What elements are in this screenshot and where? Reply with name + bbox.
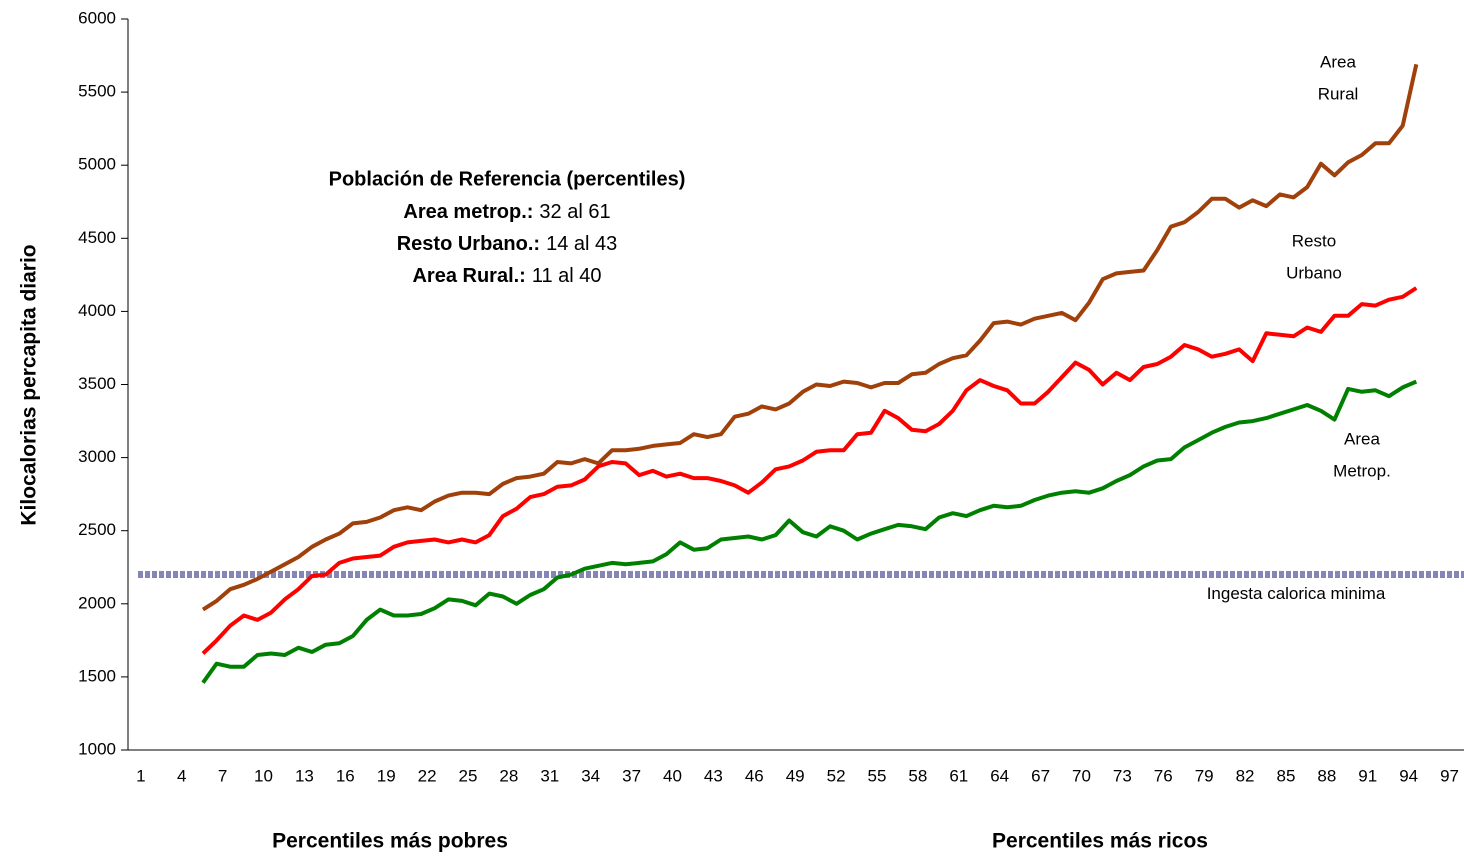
- info-line: Area metrop.: 32 al 61: [403, 201, 610, 223]
- x-tick-label: 67: [1031, 766, 1050, 785]
- info-text: 11 al 40: [532, 265, 602, 287]
- x-tick-label: 10: [254, 766, 273, 785]
- info-label: Resto Urbano.:: [397, 233, 540, 255]
- x-tick-label: 1: [136, 766, 145, 785]
- series-label: Area: [1344, 429, 1380, 448]
- y-tick-label: 1500: [78, 666, 116, 685]
- y-tick-label: 6000: [78, 8, 116, 27]
- series-label: Rural: [1318, 84, 1359, 103]
- x-tick-label: 64: [990, 766, 1009, 785]
- x-tick-label: 97: [1440, 766, 1459, 785]
- series-label: Resto: [1292, 231, 1336, 250]
- x-tick-label: 49: [786, 766, 805, 785]
- x-tick-label: 70: [1072, 766, 1091, 785]
- y-tick-label: 3000: [78, 447, 116, 466]
- y-axis-title: Kilocalorias percapita diario: [18, 244, 41, 525]
- y-tick-label: 4000: [78, 301, 116, 320]
- y-tick-label: 2500: [78, 520, 116, 539]
- info-label: Area metrop.:: [403, 201, 533, 223]
- x-tick-label: 82: [1236, 766, 1255, 785]
- x-tick-label: 40: [663, 766, 682, 785]
- x-tick-label: 91: [1358, 766, 1377, 785]
- x-tick-label: 13: [295, 766, 314, 785]
- x-tick-label: 76: [1154, 766, 1173, 785]
- series-line: [201, 379, 1418, 684]
- x-tick-label: 25: [459, 766, 478, 785]
- y-tick-label: 5000: [78, 155, 116, 174]
- x-tick-label: 22: [418, 766, 437, 785]
- x-tick-label: 7: [218, 766, 227, 785]
- x-tick-label: 52: [827, 766, 846, 785]
- reference-label: Ingesta calorica minima: [1207, 584, 1386, 603]
- x-tick-label: 94: [1399, 766, 1418, 785]
- info-title: Población de Referencia (percentiles): [329, 168, 686, 190]
- y-tick-label: 5500: [78, 82, 116, 101]
- y-tick-label: 2000: [78, 593, 116, 612]
- info-text: 14 al 43: [546, 233, 617, 255]
- y-tick-label: 1000: [78, 739, 116, 758]
- x-tick-label: 19: [377, 766, 396, 785]
- series-line: [201, 286, 1418, 655]
- info-text: 32 al 61: [539, 201, 610, 223]
- x-tick-label: 79: [1195, 766, 1214, 785]
- x-tick-label: 31: [540, 766, 559, 785]
- x-tick-label: 46: [745, 766, 764, 785]
- series-label: Metrop.: [1333, 461, 1391, 480]
- x-tick-label: 43: [704, 766, 723, 785]
- x-axis-title: Percentiles más pobres: [272, 830, 508, 853]
- x-tick-label: 85: [1276, 766, 1295, 785]
- y-tick-label: 4500: [78, 228, 116, 247]
- x-tick-label: 16: [336, 766, 355, 785]
- x-tick-label: 28: [499, 766, 518, 785]
- x-tick-label: 88: [1317, 766, 1336, 785]
- x-tick-label: 34: [581, 766, 600, 785]
- x-tick-label: 61: [949, 766, 968, 785]
- series-label: Urbano: [1286, 263, 1342, 282]
- x-axis-title: Percentiles más ricos: [992, 830, 1208, 853]
- series-line: [201, 63, 1419, 612]
- x-tick-label: 37: [622, 766, 641, 785]
- info-label: Area Rural.:: [412, 265, 525, 287]
- info-line: Area Rural.: 11 al 40: [412, 265, 601, 287]
- info-line: Resto Urbano.: 14 al 43: [397, 233, 618, 255]
- y-tick-label: 3500: [78, 374, 116, 393]
- x-tick-label: 73: [1113, 766, 1132, 785]
- x-tick-label: 55: [868, 766, 887, 785]
- x-tick-label: 58: [908, 766, 927, 785]
- x-tick-label: 4: [177, 766, 186, 785]
- series-label: Area: [1320, 52, 1356, 71]
